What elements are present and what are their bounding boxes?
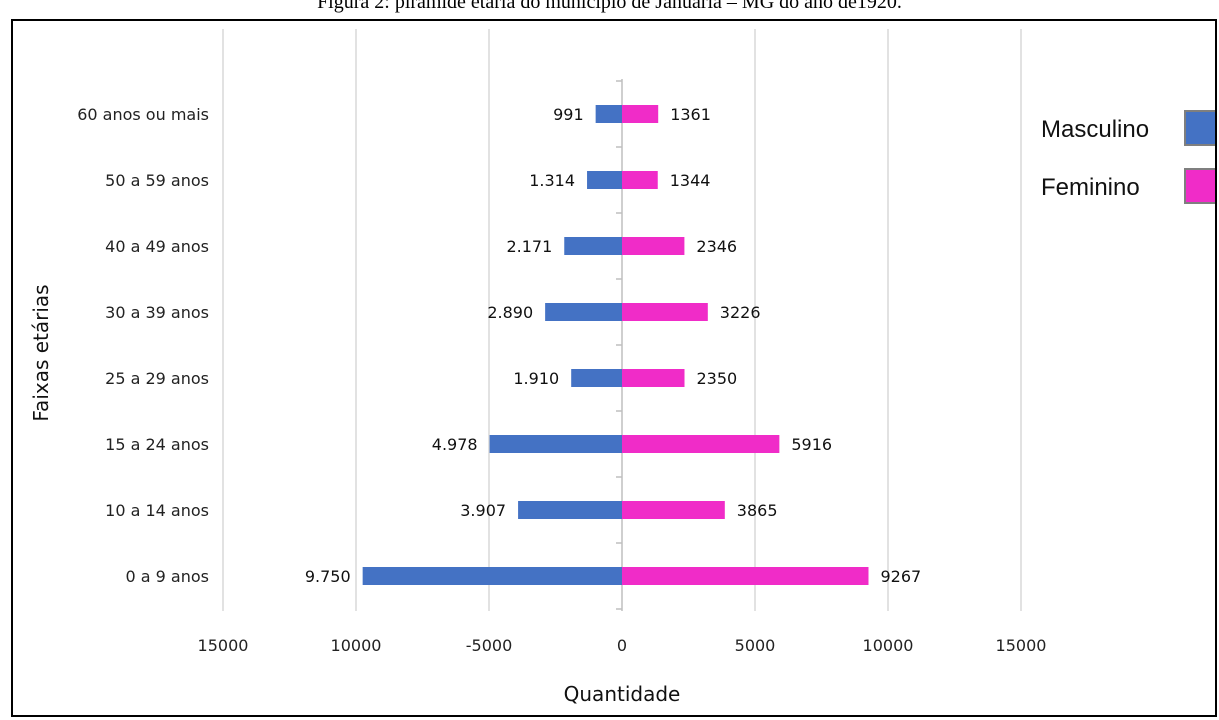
bar-masculino — [571, 369, 622, 387]
bar-feminino — [622, 435, 780, 453]
data-label: 3.907 — [460, 501, 506, 520]
population-pyramid-chart: 9.750 9267 3.907 3865 4.978 5916 1.910 2350 2.89… — [29, 29, 1215, 706]
bar-masculino — [595, 105, 622, 123]
data-label: 1.314 — [529, 171, 575, 190]
bar-masculino — [587, 171, 622, 189]
data-label: 2.171 — [506, 237, 552, 256]
bar-feminino — [622, 303, 708, 321]
x-axis-title: Quantidade — [564, 682, 681, 706]
bar-masculino — [489, 435, 622, 453]
category-label: 15 a 24 anos — [105, 435, 209, 454]
data-label: 1361 — [670, 105, 711, 124]
category-label: 30 a 39 anos — [105, 303, 209, 322]
x-tick-label: -5000 — [466, 636, 513, 655]
bar-feminino — [622, 237, 685, 255]
bar-feminino — [622, 501, 725, 519]
category-label: 25 a 29 anos — [105, 369, 209, 388]
legend-swatch-feminino — [1184, 168, 1215, 204]
legend-swatch-masculino — [1184, 110, 1215, 146]
category-label: 0 a 9 anos — [126, 567, 210, 586]
bar-masculino — [518, 501, 622, 519]
x-tick-label: 5000 — [735, 636, 776, 655]
bar-masculino — [545, 303, 622, 321]
x-tick-label: 10000 — [863, 636, 914, 655]
bar-feminino — [622, 567, 869, 585]
category-label: 60 anos ou mais — [77, 105, 209, 124]
figure-caption: Figura 2: pirâmide etária do município d… — [317, 0, 902, 13]
data-label: 9.750 — [305, 567, 351, 586]
legend: Masculino Feminino — [1041, 110, 1215, 204]
gridlines — [222, 29, 1022, 611]
data-label: 2.890 — [487, 303, 533, 322]
y-axis-title: Faixas etárias — [29, 284, 53, 421]
data-label: 2346 — [696, 237, 737, 256]
bar-masculino — [362, 567, 622, 585]
data-label: 9267 — [881, 567, 922, 586]
x-tick-label: 10000 — [331, 636, 382, 655]
data-label: 991 — [553, 105, 584, 124]
data-label: 3865 — [737, 501, 778, 520]
data-label: 4.978 — [432, 435, 478, 454]
data-label: 1344 — [670, 171, 711, 190]
x-tick-label: 0 — [617, 636, 627, 655]
category-label: 40 a 49 anos — [105, 237, 209, 256]
bar-masculino — [564, 237, 622, 255]
bar-feminino — [622, 171, 658, 189]
data-label: 3226 — [720, 303, 761, 322]
x-tick-label: 15000 — [996, 636, 1047, 655]
bar-feminino — [622, 369, 685, 387]
legend-label-feminino: Feminino — [1041, 174, 1140, 201]
category-labels: 0 a 9 anos 10 a 14 anos 15 a 24 anos 25 a 2… — [77, 105, 209, 586]
bars: 9.750 9267 3.907 3865 4.978 5916 1.910 2350 2.89… — [305, 105, 921, 586]
category-label: 10 a 14 anos — [105, 501, 209, 520]
x-tick-labels: 15000 10000 -5000 0 5000 10000 15000 — [198, 636, 1047, 655]
center-axis — [616, 79, 623, 611]
chart-frame: 9.750 9267 3.907 3865 4.978 5916 1.910 2350 2.89… — [11, 19, 1217, 717]
data-label: 1.910 — [513, 369, 559, 388]
x-tick-label: 15000 — [198, 636, 249, 655]
data-label: 5916 — [791, 435, 832, 454]
data-label: 2350 — [697, 369, 738, 388]
category-label: 50 a 59 anos — [105, 171, 209, 190]
legend-label-masculino: Masculino — [1041, 116, 1149, 143]
bar-feminino — [622, 105, 659, 123]
